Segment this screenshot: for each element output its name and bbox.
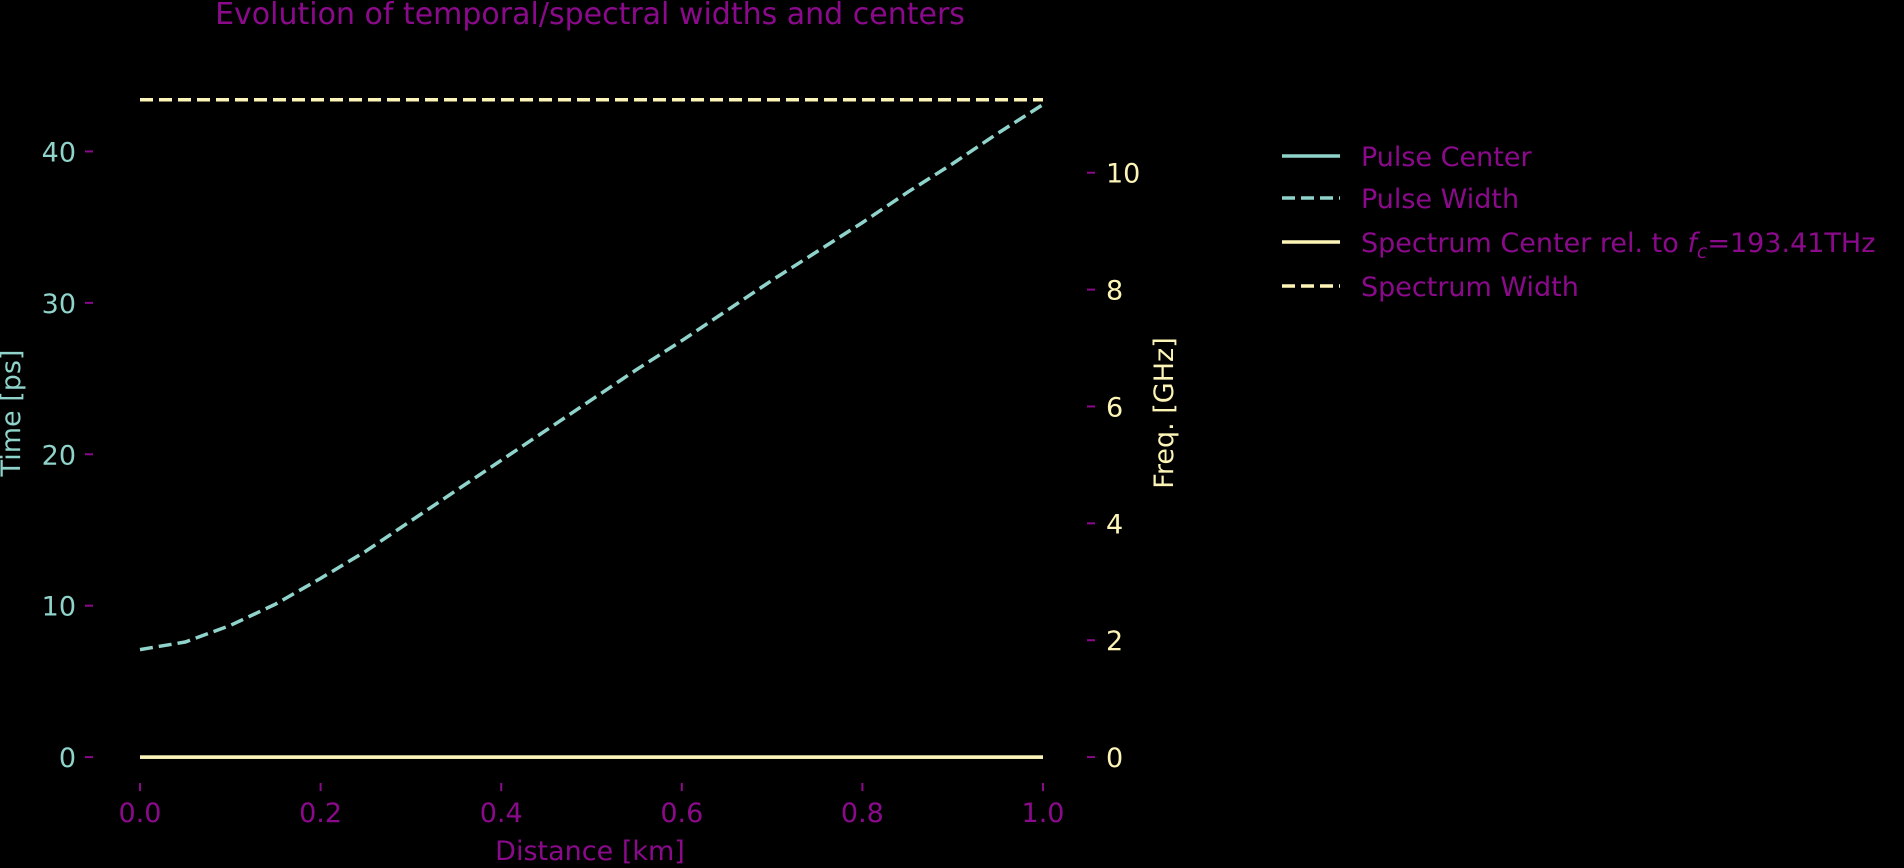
freq-axis-label: Freq. [GHz]: [1149, 337, 1180, 488]
time-tick-label: 20: [42, 440, 76, 471]
x-tick-label: 0.6: [660, 798, 703, 829]
freq-tick-label: 0: [1106, 743, 1123, 774]
legend: Pulse Center Pulse Width Spectrum Center r…: [1282, 142, 1875, 303]
freq-tick-label: 4: [1106, 509, 1123, 540]
freq-tick-label: 2: [1106, 626, 1123, 657]
x-tick-label: 0.2: [299, 798, 342, 829]
series-line-2: [139, 103, 1044, 652]
time-tick-label: 10: [42, 592, 76, 623]
time-axis-label: Time [ps]: [0, 350, 27, 478]
x-tick-label: 0.0: [119, 798, 162, 829]
legend-label: Spectrum Width: [1361, 272, 1579, 303]
x-tick-label: 1.0: [1022, 798, 1065, 829]
x-axis-label: Distance [km]: [495, 836, 685, 867]
time-axis-ticks: 0 10 20 30 40: [42, 137, 93, 774]
x-axis-ticks: 0.0 0.2 0.4 0.6 0.8 1.0: [119, 783, 1065, 829]
time-tick-label: 0: [59, 743, 76, 774]
time-tick-label: 30: [42, 289, 76, 320]
x-tick-label: 0.8: [841, 798, 884, 829]
chart-title: Evolution of temporal/spectral widths an…: [215, 0, 965, 32]
freq-tick-label: 8: [1106, 276, 1123, 307]
x-tick-label: 0.4: [480, 798, 523, 829]
plot-lines: [139, 97, 1044, 759]
freq-axis-ticks: 0 2 4 6 8 10: [1087, 159, 1140, 774]
freq-tick-label: 6: [1106, 392, 1123, 423]
freq-tick-label: 10: [1106, 159, 1140, 190]
legend-label: Pulse Width: [1361, 184, 1519, 215]
legend-label: Pulse Center: [1361, 142, 1532, 173]
legend-label: Spectrum Center rel. to fc=193.41THz: [1361, 228, 1875, 263]
time-tick-label: 40: [42, 137, 76, 168]
